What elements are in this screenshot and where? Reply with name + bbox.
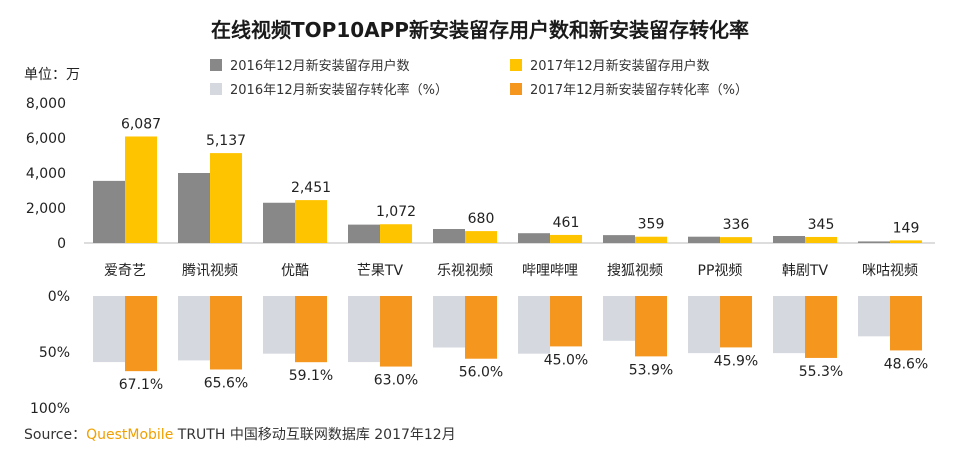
bar-2016-rate (178, 296, 210, 361)
bar-2017-rate (805, 296, 837, 358)
bar-2017-users (550, 234, 582, 243)
bar-2016-users (178, 173, 210, 243)
bar-2016-users (433, 229, 465, 243)
data-label-2017-users: 6,087 (121, 116, 161, 132)
data-label-2017-users: 680 (468, 211, 495, 227)
bar-2016-rate (93, 296, 125, 363)
category-label: 乐视视频 (437, 263, 493, 279)
legend-item-2016-rate: 2016年12月新安装留存转化率（%） (210, 79, 448, 98)
bar-2017-users (890, 240, 922, 243)
data-label-2017-rate: 56.0% (459, 365, 503, 381)
category-label: 咪咕视频 (862, 263, 918, 279)
source-prefix: Source： (24, 427, 87, 443)
legend-item-2017-users: 2017年12月新安装留存用户数 (510, 55, 710, 74)
bar-2016-rate (858, 296, 890, 337)
data-label-2017-users: 461 (553, 215, 580, 231)
data-label-2017-users: 1,072 (376, 204, 416, 220)
legend-swatch (210, 82, 222, 95)
legend-item-2017-rate: 2017年12月新安装留存转化率（%） (510, 79, 748, 98)
data-label-2017-users: 336 (723, 217, 750, 233)
data-label-2017-users: 5,137 (206, 133, 246, 149)
bar-2017-users (125, 136, 157, 243)
bar-2016-rate (263, 296, 295, 354)
category-label: 腾讯视频 (182, 262, 238, 279)
y-tick-label: 100% (30, 401, 70, 417)
bar-2016-users (518, 233, 550, 243)
data-label-2017-rate: 67.1% (119, 377, 163, 393)
bar-2016-rate (518, 296, 550, 354)
bar-2017-rate (465, 296, 497, 359)
y-tick-label: 0 (57, 236, 66, 252)
bar-2017-rate (890, 296, 922, 351)
data-label-2017-rate: 48.6% (884, 356, 928, 372)
bar-2016-rate (773, 296, 805, 354)
bar-2016-users (603, 235, 635, 243)
bar-2017-users (465, 231, 497, 243)
bar-2016-users (263, 202, 295, 243)
bar-2016-users (773, 236, 805, 243)
category-label: 爱奇艺 (104, 262, 146, 279)
legend-label: 2017年12月新安装留存转化率（%） (530, 83, 748, 98)
chart-title: 在线视频TOP10APP新安装留存用户数和新安装留存转化率 (211, 18, 749, 42)
y-tick-label: 4,000 (26, 166, 66, 182)
y-tick-label: 0% (48, 289, 70, 305)
y-tick-label: 8,000 (26, 96, 66, 112)
data-label-2017-rate: 53.9% (629, 362, 673, 378)
category-label: PP视频 (698, 263, 743, 279)
bar-2016-rate (603, 296, 635, 341)
data-label-2017-rate: 65.6% (204, 375, 248, 391)
data-label-2017-users: 359 (638, 217, 665, 233)
bar-2017-users (720, 237, 752, 243)
bar-2016-rate (348, 296, 380, 363)
legend-swatch (210, 58, 222, 71)
bar-2017-rate (635, 296, 667, 357)
bar-2017-rate (210, 296, 242, 370)
bar-2017-rate (550, 296, 582, 347)
bar-2017-rate (125, 296, 157, 372)
y-tick-label: 2,000 (26, 201, 66, 217)
data-label-2017-rate: 45.0% (544, 352, 588, 368)
data-label-2017-rate: 55.3% (799, 364, 843, 380)
bar-2017-users (210, 153, 242, 243)
data-label-2017-rate: 63.0% (374, 373, 418, 389)
data-label-2017-users: 2,451 (291, 180, 331, 196)
bar-2017-rate (720, 296, 752, 348)
bar-2017-users (635, 236, 667, 243)
bar-2017-rate (295, 296, 327, 363)
data-label-2017-rate: 45.9% (714, 353, 758, 369)
bar-2016-users (688, 236, 720, 243)
data-label-2017-users: 345 (808, 217, 835, 233)
legend-label: 2017年12月新安装留存用户数 (530, 59, 710, 74)
legend-item-2016-users: 2016年12月新安装留存用户数 (210, 55, 410, 74)
bar-2017-users (805, 236, 837, 243)
legend-label: 2016年12月新安装留存用户数 (230, 59, 410, 74)
legend-label: 2016年12月新安装留存转化率（%） (230, 83, 448, 98)
y-tick-label: 6,000 (26, 131, 66, 147)
bar-2016-users (348, 224, 380, 243)
data-label-2017-rate: 59.1% (289, 368, 333, 384)
bar-2016-users (858, 241, 890, 243)
category-label: 搜狐视频 (607, 263, 663, 279)
category-label: 哔哩哔哩 (522, 263, 578, 279)
source-note: Source：QuestMobile TRUTH 中国移动互联网数据库 2017… (24, 424, 456, 444)
y-tick-label: 50% (39, 345, 70, 361)
bar-2016-users (93, 180, 125, 243)
bar-2017-rate (380, 296, 412, 367)
bar-2017-users (380, 224, 412, 243)
data-label-2017-users: 149 (893, 220, 920, 236)
source-rest: TRUTH 中国移动互联网数据库 2017年12月 (173, 427, 456, 443)
bar-2016-rate (688, 296, 720, 354)
legend-swatch (510, 58, 522, 71)
source-brand: QuestMobile (86, 427, 174, 443)
bar-2017-users (295, 200, 327, 243)
category-label: 优酷 (281, 263, 309, 279)
category-label: 韩剧TV (782, 263, 829, 279)
legend-swatch (510, 82, 522, 95)
bar-2016-rate (433, 296, 465, 348)
unit-label: 单位：万 (24, 67, 80, 83)
category-label: 芒果TV (357, 263, 404, 279)
